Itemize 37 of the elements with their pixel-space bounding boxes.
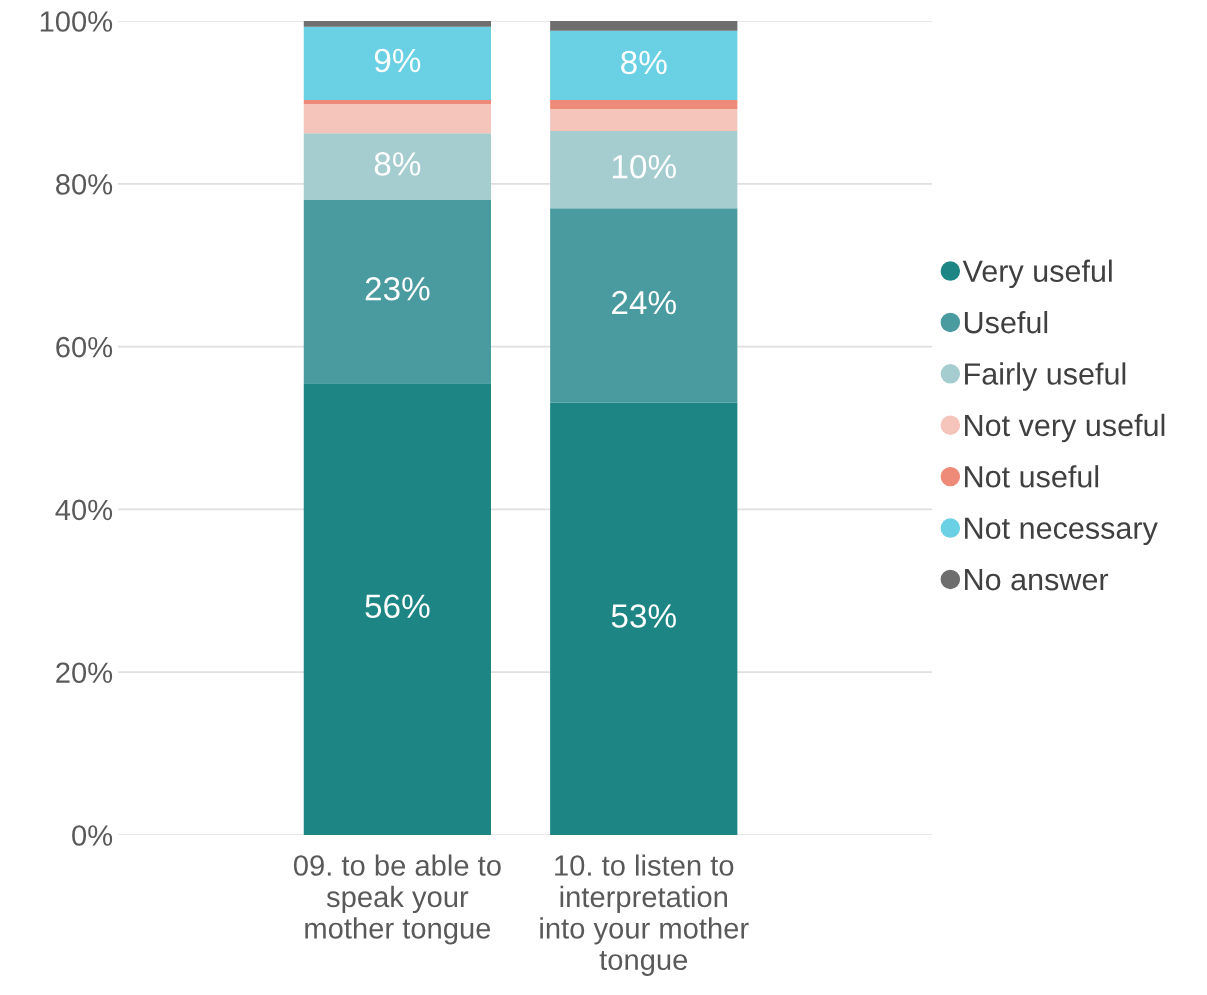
data-label: 8% <box>621 50 667 75</box>
x-tick-label: 10. to listen to interpretation into your mother tongue <box>540 854 749 976</box>
bar <box>303 200 491 384</box>
data-label: 10% <box>612 154 676 179</box>
bar <box>550 208 738 403</box>
bar <box>550 130 738 209</box>
bar <box>303 26 491 100</box>
y-tick-label: 100% <box>40 11 113 32</box>
legend-label: Fairly useful <box>965 362 1126 391</box>
data-label: 56% <box>365 594 430 619</box>
y-tick-label: 80% <box>56 174 113 195</box>
data-label: 24% <box>612 290 676 315</box>
x-tick-label: 09. to be able to speak your mother tongue <box>293 854 501 945</box>
bar <box>303 383 491 835</box>
data-label: 23% <box>365 277 430 301</box>
bar <box>550 21 738 31</box>
bar <box>303 133 491 201</box>
y-tick-label: 40% <box>55 499 113 521</box>
legend-label: Not useful <box>965 465 1099 488</box>
legend-label: Not very useful <box>965 413 1165 443</box>
legend-label: No answer <box>965 569 1109 591</box>
data-label: 8% <box>374 152 421 176</box>
legend-label: Useful <box>964 310 1048 334</box>
legend-label: Very useful <box>962 259 1112 289</box>
bar <box>303 104 491 134</box>
bar <box>303 99 491 105</box>
bar <box>550 108 738 131</box>
bar <box>550 99 738 109</box>
y-tick-label: 60% <box>56 336 113 358</box>
data-label: 9% <box>374 48 421 73</box>
data-label: 53% <box>611 604 676 628</box>
bar <box>303 21 491 27</box>
y-tick-label: 20% <box>56 662 113 684</box>
legend-label: Not necessary <box>965 517 1158 546</box>
bar <box>550 30 738 100</box>
y-tick-label: 0% <box>72 825 113 846</box>
bar <box>550 402 738 835</box>
